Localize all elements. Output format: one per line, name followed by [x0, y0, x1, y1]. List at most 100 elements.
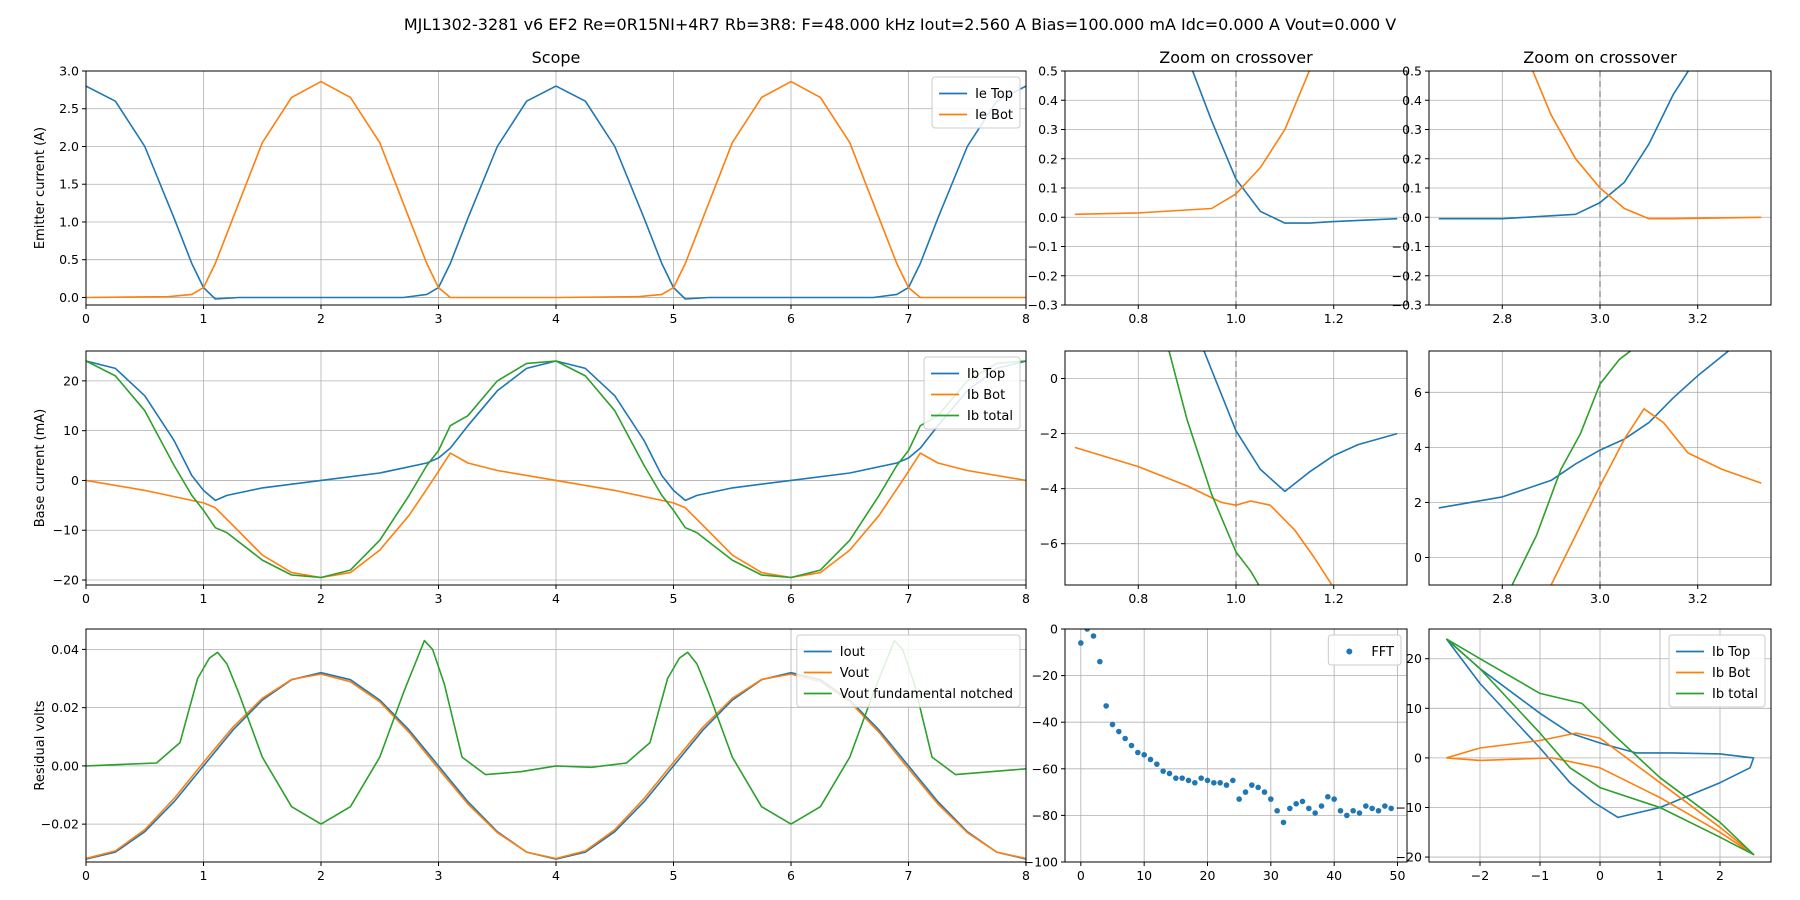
y-tick-label: −40	[1032, 715, 1058, 730]
data-point	[1318, 803, 1325, 809]
y-tick-label: 4	[1414, 440, 1422, 455]
y-tick-label: 0.0	[1402, 210, 1422, 225]
y-axis-label: Residual volts	[33, 700, 48, 790]
y-tick-label: 1.0	[59, 214, 79, 229]
y-tick-label: 0	[71, 473, 79, 488]
legend-label: Ib Top	[967, 367, 1005, 382]
legend-label: Ib Bot	[1712, 666, 1750, 681]
series-line-ib-total	[1445, 638, 1755, 856]
figure-title: MJL1302-3281 v6 EF2 Re=0R15NI+4R7 Rb=3R8…	[404, 15, 1396, 34]
data-point	[1255, 784, 1261, 791]
legend: Iout Vout Vout fundamental notched	[796, 634, 1021, 708]
x-tick-label: 30	[1263, 868, 1279, 883]
axes-zoom_ib_3: 2.8 3.0 3.2 0 2 4 6	[1414, 350, 1772, 606]
y-tick-label: −20	[53, 573, 79, 588]
x-tick-label: 4	[552, 311, 560, 326]
x-tick-label: 1	[200, 591, 208, 606]
series-line-ie-top	[86, 85, 1026, 300]
x-tick-label: 2	[1716, 868, 1724, 883]
x-tick-label: −2	[1471, 868, 1489, 883]
x-tick-label: 7	[905, 868, 913, 883]
x-tick-label: 0	[82, 868, 90, 883]
y-tick-label: 0.3	[1038, 122, 1058, 137]
data-point	[1211, 779, 1217, 786]
series-line-ib-total	[1168, 351, 1260, 585]
data-point	[1084, 629, 1090, 632]
x-tick-label: 3.2	[1688, 311, 1708, 326]
y-tick-label: 0.1	[1038, 181, 1058, 196]
y-tick-label: −100	[1024, 855, 1058, 870]
x-tick-label: 4	[552, 868, 560, 883]
y-tick-label: 6	[1414, 385, 1422, 400]
x-tick-label: 0.8	[1128, 591, 1148, 606]
y-tick-label: 0.3	[1402, 122, 1422, 137]
x-tick-label: 3	[435, 868, 443, 883]
legend-label: Vout fundamental notched	[840, 687, 1013, 702]
data-point	[1261, 789, 1268, 795]
data-point	[1287, 805, 1293, 812]
x-tick-label: 1	[200, 311, 208, 326]
x-tick-label: 40	[1326, 868, 1342, 883]
x-tick-label: 2	[317, 868, 325, 883]
data-point	[1173, 775, 1179, 781]
axes-zoom_ib_1: 0.8 1.0 1.2 −6 −4 −2 0	[1040, 350, 1408, 606]
axes-residual: 0 1 2 3 4 5 6 7 8 −0.02 0.00 0.02 0.04 Residual volts…	[33, 628, 1030, 883]
x-tick-label: 7	[905, 311, 913, 326]
y-tick-label: −0.1	[1392, 239, 1422, 254]
x-tick-label: 5	[670, 311, 678, 326]
x-tick-label: 1.2	[1324, 311, 1344, 326]
y-tick-label: −0.02	[41, 817, 79, 832]
data-point	[1293, 800, 1299, 807]
data-point	[1242, 789, 1249, 795]
data-point	[1128, 742, 1135, 749]
y-tick-label: −2	[1040, 426, 1058, 441]
series-line-ib-bot	[1074, 446, 1333, 585]
legend-marker	[1346, 648, 1353, 655]
series-line-ib-total	[86, 360, 1026, 579]
data-point	[1375, 807, 1382, 814]
legend-label: Ie Bot	[975, 108, 1013, 123]
x-tick-label: 6	[787, 868, 795, 883]
legend: Ib Top Ib Bot Ib total	[923, 356, 1021, 430]
legend-label: Ib Bot	[967, 388, 1005, 403]
y-tick-label: −6	[1040, 536, 1058, 551]
data-point	[1147, 756, 1154, 763]
data-point	[1116, 728, 1122, 735]
x-tick-label: 3.0	[1590, 591, 1610, 606]
series-line-ib-top	[1438, 351, 1730, 509]
y-tick-label: −10	[53, 523, 79, 538]
x-tick-label: 1	[200, 868, 208, 883]
panel-title: Scope	[532, 48, 581, 67]
x-tick-label: 3	[435, 591, 443, 606]
legend: FFT	[1327, 634, 1402, 666]
legend-label: Ib total	[1712, 687, 1758, 702]
y-tick-label: −0.2	[1028, 268, 1058, 283]
legend-label: FFT	[1371, 645, 1394, 660]
plot-frame	[1064, 628, 1408, 863]
legend-label: Ie Top	[975, 87, 1013, 102]
panel-title: Zoom on crossover	[1159, 48, 1313, 67]
legend-box	[796, 634, 1021, 708]
data-point	[1280, 819, 1287, 826]
axes-zoom_ie_1: 0.8 1.0 1.2 −0.3 −0.2 −0.1 0.0 0.1 0.2 0.3 0.4 0.5 Z…	[1028, 48, 1408, 326]
x-tick-label: 1.0	[1226, 311, 1246, 326]
y-tick-label: 10	[1406, 701, 1422, 716]
y-tick-label: 0.04	[51, 642, 79, 657]
y-tick-label: 0	[1050, 622, 1058, 637]
data-point	[1369, 805, 1375, 812]
legend-label: Ib Top	[1712, 645, 1750, 660]
data-point	[1382, 803, 1388, 809]
x-tick-label: 3.0	[1590, 311, 1610, 326]
legend: Ie Top Ie Bot	[931, 76, 1021, 129]
data-point	[1160, 768, 1166, 774]
data-point	[1090, 633, 1097, 639]
y-tick-label: 0	[1050, 371, 1058, 386]
data-point	[1179, 775, 1185, 781]
y-tick-label: 0.1	[1402, 181, 1422, 196]
data-point	[1141, 752, 1147, 758]
series-line-ie-top	[1438, 71, 1690, 220]
y-tick-label: 0.4	[1402, 93, 1422, 108]
data-point	[1122, 735, 1128, 742]
series-line-ib-top	[1445, 638, 1755, 819]
